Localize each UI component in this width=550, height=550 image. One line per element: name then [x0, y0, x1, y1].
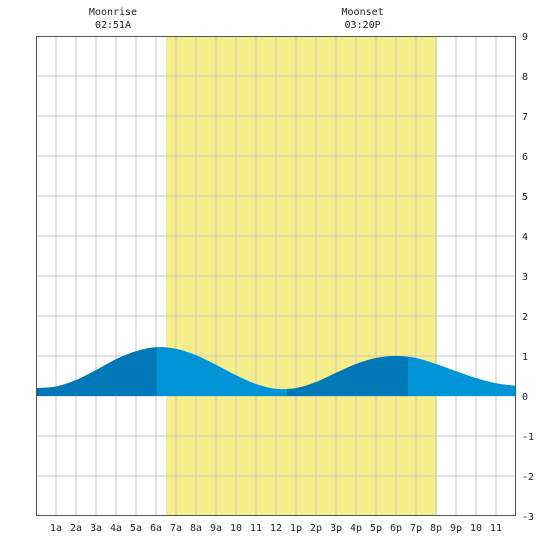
y-tick-label: 0 [522, 392, 528, 403]
x-tick-label: 1a [50, 523, 62, 534]
x-tick-label: 12 [270, 523, 282, 534]
x-tick-label: 4a [110, 523, 122, 534]
x-tick-label: 9p [450, 523, 462, 534]
moon-event-label: Moonrise [89, 7, 137, 18]
y-tick-label: -2 [522, 472, 534, 483]
x-tick-label: 2p [310, 523, 322, 534]
x-tick-label: 4p [350, 523, 362, 534]
x-tick-label: 1p [290, 523, 302, 534]
y-tick-label: 9 [522, 32, 528, 43]
x-tick-label: 6a [150, 523, 162, 534]
x-tick-label: 3p [330, 523, 342, 534]
tide-area-falling [408, 356, 516, 396]
x-tick-label: 8a [190, 523, 202, 534]
moon-event: Moonset 03:20P [342, 7, 384, 31]
y-tick-label: -3 [522, 512, 534, 523]
x-tick-label: 5p [370, 523, 382, 534]
x-tick-label: 6p [390, 523, 402, 534]
y-tick-label: 8 [522, 72, 528, 83]
moon-event-time: 02:51A [95, 20, 131, 31]
y-tick-label: 1 [522, 352, 528, 363]
x-tick-label: 10 [470, 523, 482, 534]
x-tick-label: 7a [170, 523, 182, 534]
x-tick-label: 5a [130, 523, 142, 534]
tide-area-rising [287, 356, 408, 396]
tide-area-rising [40, 347, 157, 396]
x-tick-label: 2a [70, 523, 82, 534]
x-tick-label: 7p [410, 523, 422, 534]
x-tick-label: 11 [250, 523, 262, 534]
x-tick-label: 3a [90, 523, 102, 534]
moon-event-time: 03:20P [345, 20, 381, 31]
x-tick-label: 10 [230, 523, 242, 534]
moon-event-label: Moonset [342, 7, 384, 18]
y-tick-label: 7 [522, 112, 528, 123]
y-tick-label: 2 [522, 312, 528, 323]
x-tick-label: 11 [490, 523, 502, 534]
y-tick-label: 5 [522, 192, 528, 203]
tide-area-falling [157, 347, 287, 396]
y-tick-label: 6 [522, 152, 528, 163]
x-tick-label: 8p [430, 523, 442, 534]
y-tick-label: 4 [522, 232, 528, 243]
y-tick-label: -1 [522, 432, 534, 443]
y-tick-label: 3 [522, 272, 528, 283]
moon-event: Moonrise 02:51A [89, 7, 137, 31]
x-tick-label: 9a [210, 523, 222, 534]
plot-frame [36, 36, 516, 516]
